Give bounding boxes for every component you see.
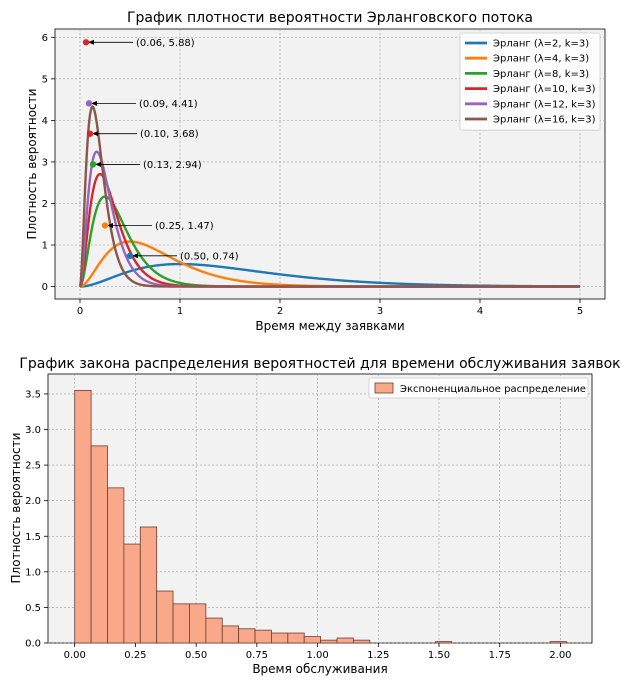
- chart1-annotation-label: (0.09, 4.41): [139, 99, 198, 110]
- chart2-histogram-bar: [434, 641, 453, 644]
- chart2-x-tick-label: 0.00: [64, 650, 86, 661]
- chart2-histogram-bar: [205, 617, 223, 644]
- chart1-annotation-label: (0.06, 5.88): [136, 38, 195, 49]
- chart1-annotation-arrowhead: [95, 161, 101, 167]
- chart2-histogram-bar: [107, 487, 125, 644]
- chart1-y-tick-label: 2: [42, 199, 48, 210]
- chart1-annotation-arrowhead: [91, 100, 97, 106]
- chart1-annotations: (0.50, 0.74) (0.25, 1.47) (0.13, 2.94) (0.1…: [82, 38, 239, 262]
- chart2-y-tick-label: 2.5: [25, 461, 41, 472]
- chart1-legend-label: Эрланг (λ=8, k=3): [493, 69, 589, 80]
- chart2-histogram-bar: [287, 632, 305, 644]
- chart1-annotation-label: (0.25, 1.47): [155, 221, 214, 232]
- chart1-legend-label: Эрланг (λ=16, k=3): [493, 115, 596, 126]
- chart1-annotation-point: [101, 222, 109, 229]
- chart1-title: График плотности вероятности Эрланговско…: [127, 10, 533, 26]
- chart2-y-tick-label: 0.0: [25, 639, 41, 650]
- chart1-y-tick-label: 5: [42, 74, 48, 85]
- chart2-legend-box: [368, 377, 589, 399]
- chart1-x-tick-label: 4: [477, 306, 483, 317]
- chart1-annotation-arrowhead: [107, 222, 113, 228]
- chart1-legend-label: Эрланг (λ=12, k=3): [493, 99, 596, 110]
- chart1-annotation-arrowhead: [88, 39, 94, 45]
- chart2-histogram-bar: [336, 637, 354, 644]
- chart1-annotation-point: [85, 100, 93, 107]
- chart2-y-tick-label: 1.0: [25, 567, 41, 578]
- chart2-x-tick-label: 2.00: [549, 650, 571, 661]
- chart2-y-ticks: 0.0 0.5 1.0 1.5 2.0 2.5 3.0 3.5: [25, 389, 48, 650]
- chart2-x-tick-label: 1.25: [367, 650, 389, 661]
- chart1-x-ticks: 0 1 2 3 4 5: [77, 299, 583, 317]
- chart1-y-ticks: 0 1 2 3 4 5 6: [42, 33, 55, 293]
- chart1-annotation-label: (0.10, 3.68): [140, 129, 199, 140]
- chart2-histogram-bar: [156, 590, 174, 644]
- chart2-title: График закона распределения вероятностей…: [19, 356, 620, 372]
- chart1-annotation-point: [82, 39, 90, 46]
- chart2-histogram-bar: [254, 629, 272, 644]
- chart1-series-line-lambda-16: [78, 104, 580, 288]
- chart2-x-axis-label: Время обслуживания: [252, 662, 387, 676]
- chart1-x-tick-label: 0: [77, 306, 83, 317]
- chart1-legend: Эрланг (λ=2, k=3) Эрланг (λ=4, k=3) Эрланг…: [459, 32, 601, 131]
- chart2-y-tick-label: 3.0: [25, 425, 41, 436]
- chart1-annotation-label: (0.13, 2.94): [143, 160, 202, 171]
- chart2-bars: [74, 389, 567, 644]
- chart1-annotation-point: [89, 161, 97, 168]
- chart1-x-tick-label: 1: [177, 306, 183, 317]
- chart1-y-tick-label: 6: [42, 33, 48, 44]
- chart2-histogram-bar: [139, 526, 158, 644]
- chart2-x-tick-label: 1.00: [306, 650, 328, 661]
- chart1-y-tick-label: 3: [42, 157, 48, 168]
- chart2-histogram-bar: [303, 636, 322, 644]
- chart1-annotation-arrowhead: [132, 253, 138, 259]
- chart1-annotation-arrowhead: [92, 131, 98, 137]
- chart2-histogram-bar: [123, 543, 141, 644]
- chart2-legend-swatch: [374, 382, 394, 394]
- chart1-x-axis-label: Время между заявками: [255, 319, 404, 333]
- chart2-y-axis-label: Плотность вероятности: [9, 433, 23, 584]
- chart2-histogram-bar: [549, 641, 567, 644]
- chart1-lines: [78, 104, 580, 288]
- chart1-legend-label: Эрланг (λ=2, k=3): [493, 39, 589, 50]
- chart2-x-tick-label: 1.50: [428, 650, 450, 661]
- chart1-annotation-point: [86, 130, 94, 137]
- chart2-y-tick-label: 2.0: [25, 496, 41, 507]
- chart2-histogram-bar: [74, 389, 92, 644]
- chart1-annotation-point: [126, 252, 134, 259]
- chart2-histogram-bar: [271, 632, 289, 644]
- chart1-legend-box: [459, 32, 601, 131]
- chart1-legend-label: Эрланг (λ=4, k=3): [493, 54, 589, 65]
- chart2-x-tick-label: 0.50: [185, 650, 207, 661]
- chart2-legend-label: Экспоненциальное распределение: [400, 384, 586, 395]
- chart2-y-tick-label: 0.5: [25, 603, 41, 614]
- chart1-x-tick-label: 2: [277, 306, 283, 317]
- chart2-histogram-bar: [189, 603, 207, 644]
- chart2-histogram-bar: [238, 628, 256, 644]
- chart1-y-tick-label: 4: [42, 116, 48, 127]
- chart2-x-tick-label: 0.75: [246, 650, 268, 661]
- chart1-y-tick-label: 1: [42, 241, 48, 252]
- chart2-histogram-bar: [352, 639, 371, 644]
- chart1-y-axis-label: Плотность вероятности: [25, 89, 39, 240]
- chart2-histogram-bar: [221, 625, 240, 644]
- chart2-x-tick-label: 0.25: [124, 650, 146, 661]
- chart2-y-tick-label: 1.5: [25, 532, 41, 543]
- chart2-x-ticks: 0.00 0.25 0.50 0.75 1.00 1.25 1.50 1.75 2.00: [64, 643, 572, 661]
- chart1-annotation-label: (0.50, 0.74): [180, 251, 239, 262]
- chart1-legend-label: Эрланг (λ=10, k=3): [493, 84, 596, 95]
- chart1-x-tick-label: 3: [377, 306, 383, 317]
- chart1-x-tick-label: 5: [577, 306, 583, 317]
- chart2-histogram-bar: [172, 603, 190, 644]
- chart1-y-tick-label: 0: [42, 282, 48, 293]
- chart2-histogram-bar: [320, 639, 338, 644]
- chart2-x-tick-label: 1.75: [489, 650, 511, 661]
- chart2-y-tick-label: 3.5: [25, 389, 41, 400]
- chart2-legend: Экспоненциальное распределение: [368, 377, 589, 399]
- chart2-histogram-bar: [90, 445, 108, 644]
